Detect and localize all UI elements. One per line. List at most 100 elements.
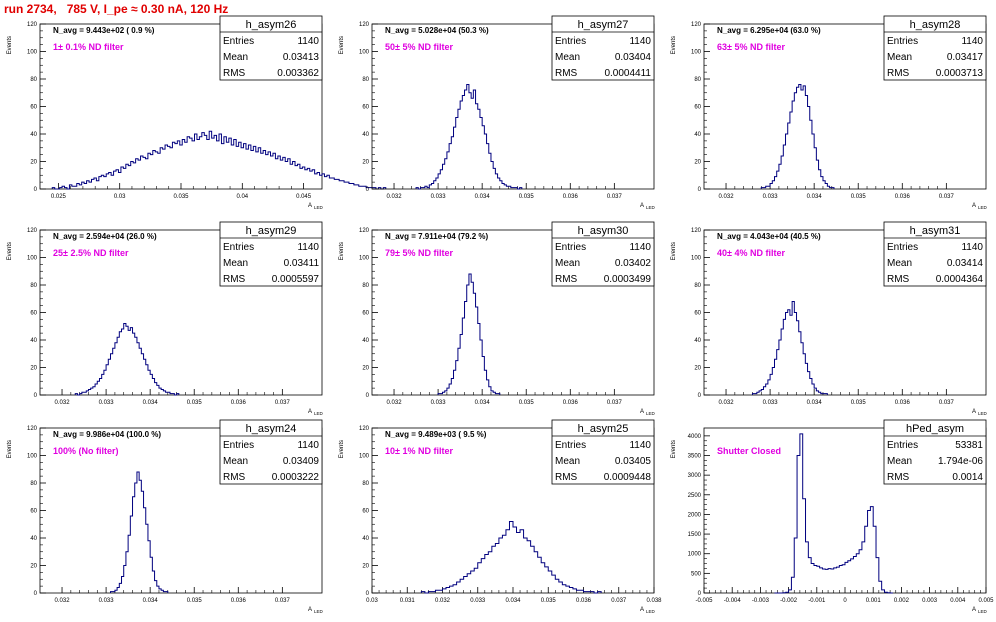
stat-value-entries: 1140 <box>961 242 983 253</box>
x-tick-label: 0.034 <box>143 400 159 406</box>
stat-label-entries: Entries <box>223 36 254 47</box>
y-tick-label: 40 <box>30 132 37 138</box>
histogram-svg: 0 20 40 60 80 100 120 0.032 0.033 0.034 0.035 0.036… <box>671 15 988 210</box>
x-tick-label: 0.037 <box>275 598 291 604</box>
y-tick-label: 80 <box>30 77 37 83</box>
stats-box: h_asym28 Entries 1140 Mean 0.03417 RMS 0.00037… <box>883 15 987 81</box>
histogram-panel-h-asym24: 0 20 40 60 80 100 120 0.032 0.033 0.034 0.035 0.036… <box>0 418 332 620</box>
stat-value-entries: 1140 <box>297 36 319 47</box>
y-tick-label: 100 <box>27 256 38 262</box>
stat-label-entries: Entries <box>555 36 586 47</box>
run-title: run 2734, 785 V, I_pe ≈ 0.30 nA, 120 Hz <box>4 2 229 16</box>
histogram-name: h_asym29 <box>246 225 297 237</box>
y-tick-label: 80 <box>362 481 369 487</box>
histogram-name: h_asym26 <box>246 19 297 31</box>
x-tick-label: 0.04 <box>236 194 248 200</box>
x-tick-label: 0.045 <box>296 194 312 200</box>
stat-label-mean: Mean <box>555 52 580 63</box>
y-tick-label: 80 <box>30 283 37 289</box>
y-axis-label: Events <box>339 440 345 458</box>
x-tick-label: 0.033 <box>431 194 447 200</box>
y-tick-label: 3500 <box>688 454 702 460</box>
x-tick-label: -0.003 <box>752 598 770 604</box>
y-tick-label: 2000 <box>688 512 702 518</box>
stat-value-rms: 0.0004364 <box>936 274 984 285</box>
stat-label-rms: RMS <box>887 274 910 285</box>
stats-frame <box>883 15 987 81</box>
filter-note: Shutter Closed <box>717 446 781 456</box>
x-tick-label: 0.037 <box>611 598 627 604</box>
y-axis-label: Events <box>339 36 345 54</box>
x-axis-label: A LED <box>640 409 656 416</box>
stat-value-entries: 53381 <box>955 440 983 451</box>
stats-frame <box>219 15 323 81</box>
histogram-panel-hped-asym: 0 500 1000 1500 2000 2500 3000 3500 4000 -0.005 -0… <box>664 418 996 620</box>
x-axis-label-a: A <box>972 203 976 209</box>
y-tick-label: 20 <box>362 564 369 570</box>
y-tick-label: 60 <box>30 311 37 317</box>
x-axis-label-sub: LED <box>646 411 656 416</box>
y-tick-label: 1500 <box>688 532 702 538</box>
y-tick-label: 40 <box>30 536 37 542</box>
x-axis-label: A LED <box>972 203 988 210</box>
stats-frame <box>219 221 323 287</box>
histogram-name: hPed_asym <box>906 423 964 435</box>
histogram-svg: 0 500 1000 1500 2000 2500 3000 3500 4000 -0.005 -0… <box>671 419 994 614</box>
y-tick-label: 60 <box>694 105 701 111</box>
y-tick-label: 20 <box>30 564 37 570</box>
x-axis-label-a: A <box>972 607 976 613</box>
histogram-line <box>760 84 835 189</box>
stats-frame <box>883 221 987 287</box>
x-axis-label-sub: LED <box>314 411 324 416</box>
x-tick-label: 0.035 <box>851 194 867 200</box>
histogram-svg: 0 20 40 60 80 100 120 0.025 0.03 0.035 0.04 0.045 A L… <box>7 15 387 210</box>
x-tick-label: -0.002 <box>780 598 798 604</box>
y-tick-label: 120 <box>27 228 38 234</box>
y-tick-label: 80 <box>362 77 369 83</box>
histogram-line <box>437 273 501 395</box>
x-tick-label: 0.033 <box>431 400 447 406</box>
y-tick-label: 0 <box>366 187 370 193</box>
x-axis-label: A LED <box>640 203 656 210</box>
stat-value-rms: 0.0005597 <box>272 274 320 285</box>
stat-value-rms: 0.003362 <box>277 68 319 79</box>
y-tick-label: 0 <box>366 591 370 597</box>
navg-label: N_avg = 4.043e+04 (40.5 %) <box>717 232 821 241</box>
x-tick-label: 0.033 <box>763 400 779 406</box>
stats-frame <box>551 419 655 485</box>
y-tick-label: 20 <box>694 366 701 372</box>
x-tick-label: 0.005 <box>978 598 994 604</box>
x-tick-label: 0.033 <box>99 598 115 604</box>
stat-label-rms: RMS <box>555 68 578 79</box>
stats-box: h_asym27 Entries 1140 Mean 0.03404 RMS 0.00044… <box>551 15 655 81</box>
x-tick-label: 0.03 <box>114 194 126 200</box>
stat-value-entries: 1140 <box>297 440 319 451</box>
x-axis-label: A LED <box>640 607 656 614</box>
x-tick-label: 0.033 <box>763 194 779 200</box>
filter-note: 100% (No filter) <box>53 446 119 456</box>
y-tick-label: 120 <box>27 426 38 432</box>
histogram-panel-h-asym25: 0 20 40 60 80 100 120 0.03 0.031 0.032 0.033 0.034 0… <box>332 418 664 620</box>
histogram-svg: 0 20 40 60 80 100 120 0.032 0.033 0.034 0.035 0.036… <box>7 221 324 416</box>
x-axis-label: A LED <box>972 409 988 416</box>
stat-label-entries: Entries <box>555 440 586 451</box>
x-tick-label: 0.032 <box>387 400 403 406</box>
histogram-name: h_asym31 <box>910 225 961 237</box>
x-tick-label: 0.032 <box>55 598 71 604</box>
y-tick-label: 0 <box>34 591 38 597</box>
navg-label: N_avg = 9.443e+02 ( 0.9 %) <box>53 26 155 35</box>
histogram-name: h_asym28 <box>910 19 961 31</box>
y-tick-label: 120 <box>27 22 38 28</box>
y-tick-label: 100 <box>359 454 370 460</box>
histogram-name: h_asym30 <box>578 225 629 237</box>
x-axis-label: A LED <box>308 607 324 614</box>
y-axis-label: Events <box>7 440 13 458</box>
x-tick-label: -0.005 <box>695 598 713 604</box>
histogram-line <box>51 130 387 190</box>
x-tick-label: 0.003 <box>922 598 938 604</box>
histogram-svg: 0 20 40 60 80 100 120 0.032 0.033 0.034 0.035 0.036… <box>7 419 324 614</box>
filter-note: 79± 5% ND filter <box>385 248 453 258</box>
filter-note: 40± 4% ND filter <box>717 248 785 258</box>
y-tick-label: 0 <box>698 393 702 399</box>
